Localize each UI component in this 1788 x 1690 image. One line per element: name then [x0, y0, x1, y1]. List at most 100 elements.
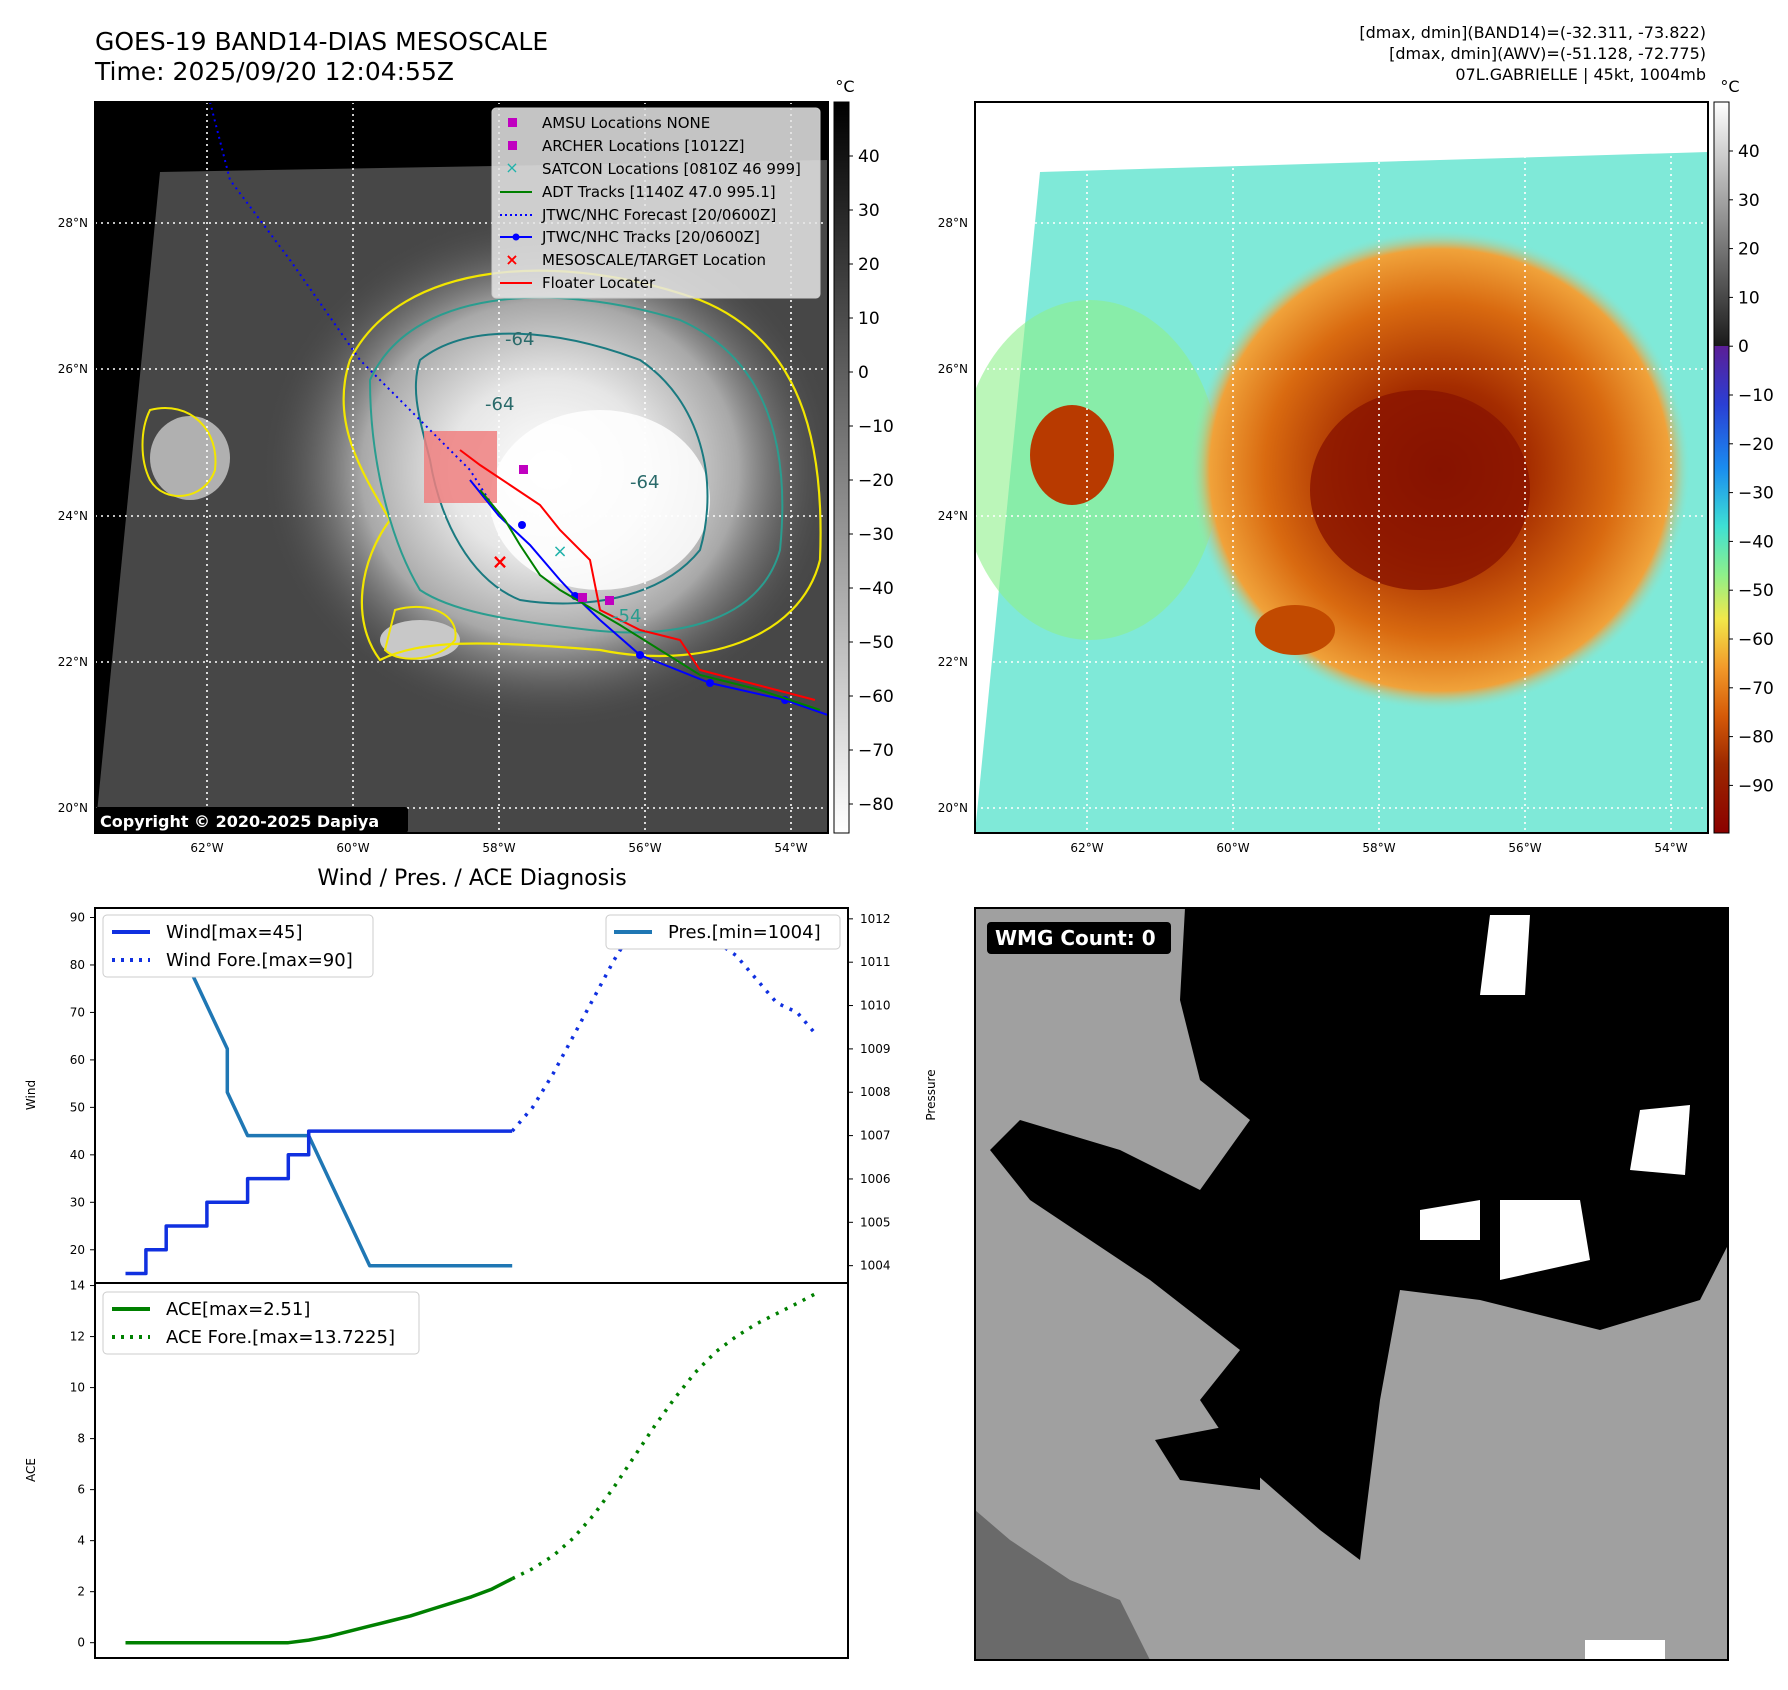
contour-label: -64: [630, 472, 659, 493]
ir-storm-core: [490, 410, 710, 590]
legend-label-ace-forecast: ACE Fore.[max=13.7225]: [166, 1327, 395, 1348]
wind-axis-tick-label: 30: [70, 1195, 85, 1209]
lon-label: 58°W: [1362, 841, 1395, 855]
lon-label: 54°W: [1654, 841, 1687, 855]
ir-colorbar-tick-label: −70: [858, 741, 894, 761]
lat-label: 24°N: [58, 509, 88, 523]
archer-location-marker: [605, 596, 614, 605]
pressure-axis-tick-label: 1006: [860, 1172, 891, 1186]
legend-symbol-archer: [508, 141, 517, 150]
ir-colorbar-tick-label: −80: [858, 795, 894, 815]
wind-axis-tick-label: 40: [70, 1148, 85, 1162]
ace-axis-tick-label: 10: [70, 1381, 85, 1395]
legend-label-wind-forecast: Wind Fore.[max=90]: [166, 950, 353, 971]
awv-colorbar-frame: [1713, 101, 1730, 834]
wind-axis-tick-label: 50: [70, 1100, 85, 1114]
copyright-text: Copyright © 2020-2025 Dapiya: [100, 812, 379, 831]
wmg-frame: [974, 907, 1729, 1661]
awv-map-frame: [974, 101, 1709, 834]
wind-axis-tick-label: 80: [70, 958, 85, 972]
ir-map-legend: AMSU Locations NONE ARCHER Locations [10…: [491, 107, 821, 299]
adt-track: [479, 489, 821, 711]
awv-colorbar-top: [1714, 102, 1729, 346]
lon-label: 56°W: [628, 841, 661, 855]
diagnosis-panel: Wind / Pres. / ACE Diagnosis Wind Pressu…: [24, 866, 938, 1659]
jtwc-track: [469, 479, 828, 716]
lat-label: 20°N: [938, 801, 968, 815]
ace-axis-tick-label: 14: [70, 1279, 85, 1293]
mesoscale-target-box: [424, 431, 497, 503]
lat-label: 20°N: [58, 801, 88, 815]
legend-symbol-amsu: [508, 118, 517, 127]
awv-colorbar-tick-label: −90: [1738, 776, 1774, 796]
satcon-location-marker: ×: [552, 541, 567, 562]
pressure-axis-tick-label: 1011: [860, 955, 891, 969]
lon-label: 58°W: [482, 841, 515, 855]
lon-label: 54°W: [774, 841, 807, 855]
awv-colorbar-tick-label: −20: [1738, 435, 1774, 455]
pressure-legend: [605, 914, 841, 950]
awv-map-panel: 28°N 26°N 24°N 22°N 20°N 62°W 60°W 58°W …: [938, 77, 1774, 855]
wind-axis-tick-label: 60: [70, 1053, 85, 1067]
ace-forecast-line: [511, 1291, 819, 1581]
legend-label-wind: Wind[max=45]: [166, 922, 303, 943]
ir-cloud-cluster: [150, 416, 230, 500]
lon-label: 62°W: [190, 841, 223, 855]
pressure-axis-ticks: 1004 1005 1006 1007 1008 1009 1010 1011 1012: [848, 912, 891, 1273]
awv-colorbar-unit: °C: [1720, 77, 1739, 96]
pressure-axis-tick-label: 1005: [860, 1215, 891, 1229]
legend-label-satcon: SATCON Locations [0810Z 46 999]: [542, 160, 801, 178]
awv-range: [dmax, dmin](AWV)=(-51.128, -72.775): [1389, 44, 1706, 63]
wmg-panel: WMG Count: 0: [974, 907, 1729, 1661]
ir-colorbar-tick-label: −10: [858, 417, 894, 437]
legend-label-adt: ADT Tracks [1140Z 47.0 995.1]: [542, 183, 776, 201]
legend-box: [491, 107, 821, 299]
lon-label: 60°W: [336, 841, 369, 855]
ir-colorbar-tick-label: 20: [858, 255, 880, 275]
awv-colorbar-tick-label: −80: [1738, 728, 1774, 748]
figure-time: Time: 2025/09/20 12:04:55Z: [94, 57, 454, 86]
ace-axis-tick-label: 0: [77, 1636, 85, 1650]
legend-label-amsu: AMSU Locations NONE: [542, 114, 710, 132]
legend-label-pressure: Pres.[min=1004]: [668, 922, 821, 943]
ir-colorbar-tick-label: −60: [858, 687, 894, 707]
pressure-axis-tick-label: 1007: [860, 1129, 891, 1143]
wmg-count-badge: [987, 922, 1171, 954]
wind-axis-ticks: 20 30 40 50 60 70 80 90: [70, 910, 95, 1257]
ace-line: [125, 1577, 513, 1645]
awv-colorbar-tick-label: 0: [1738, 337, 1749, 357]
contour-label: -64: [505, 329, 534, 350]
wind-axis-tick-label: 20: [70, 1243, 85, 1257]
ir-contour-yellow: [383, 605, 457, 660]
awv-colorbar-ticks: 40 30 20 10 0 −10 −20 −30 −40 −50 −60 −70 −80 −90: [1729, 142, 1774, 796]
contour-label: -64: [485, 394, 514, 415]
wmg-count-label: WMG Count: 0: [995, 926, 1156, 950]
archer-location-marker: [519, 465, 528, 474]
wmg-white-region: [1420, 1200, 1480, 1240]
awv-colorbar-tick-label: −10: [1738, 386, 1774, 406]
ir-map-panel: × × -64 -64 -54 -64 AMSU Locations NONE …: [58, 77, 894, 855]
jtwc-track-point: [636, 651, 644, 659]
diagnosis-title: Wind / Pres. / ACE Diagnosis: [317, 866, 626, 891]
awv-cloud-cluster: [1255, 605, 1335, 655]
pressure-axis-label: Pressure: [924, 1069, 938, 1120]
ir-cloud-cluster: [380, 620, 460, 660]
ace-axis-tick-label: 2: [77, 1585, 85, 1599]
ir-colorbar-tick-label: −30: [858, 525, 894, 545]
ace-axis-ticks: 0 2 4 6 8 10 12 14: [70, 1279, 95, 1650]
contour-label: -54: [612, 606, 641, 627]
mesoscale-target-marker: ×: [492, 550, 509, 574]
lon-label: 56°W: [1508, 841, 1541, 855]
wmg-dark-gray-region: [975, 1510, 1150, 1660]
ir-colorbar-tick-label: 0: [858, 363, 869, 383]
lat-label: 26°N: [938, 362, 968, 376]
lon-label: 62°W: [1070, 841, 1103, 855]
ir-colorbar-tick-label: 30: [858, 201, 880, 221]
ace-axis-tick-label: 4: [77, 1534, 85, 1548]
ace-axis-label: ACE: [24, 1458, 38, 1482]
lat-label: 28°N: [938, 216, 968, 230]
awv-cloud-cluster: [1030, 405, 1114, 505]
lat-label: 22°N: [938, 655, 968, 669]
ir-colorbar-tick-label: −50: [858, 633, 894, 653]
